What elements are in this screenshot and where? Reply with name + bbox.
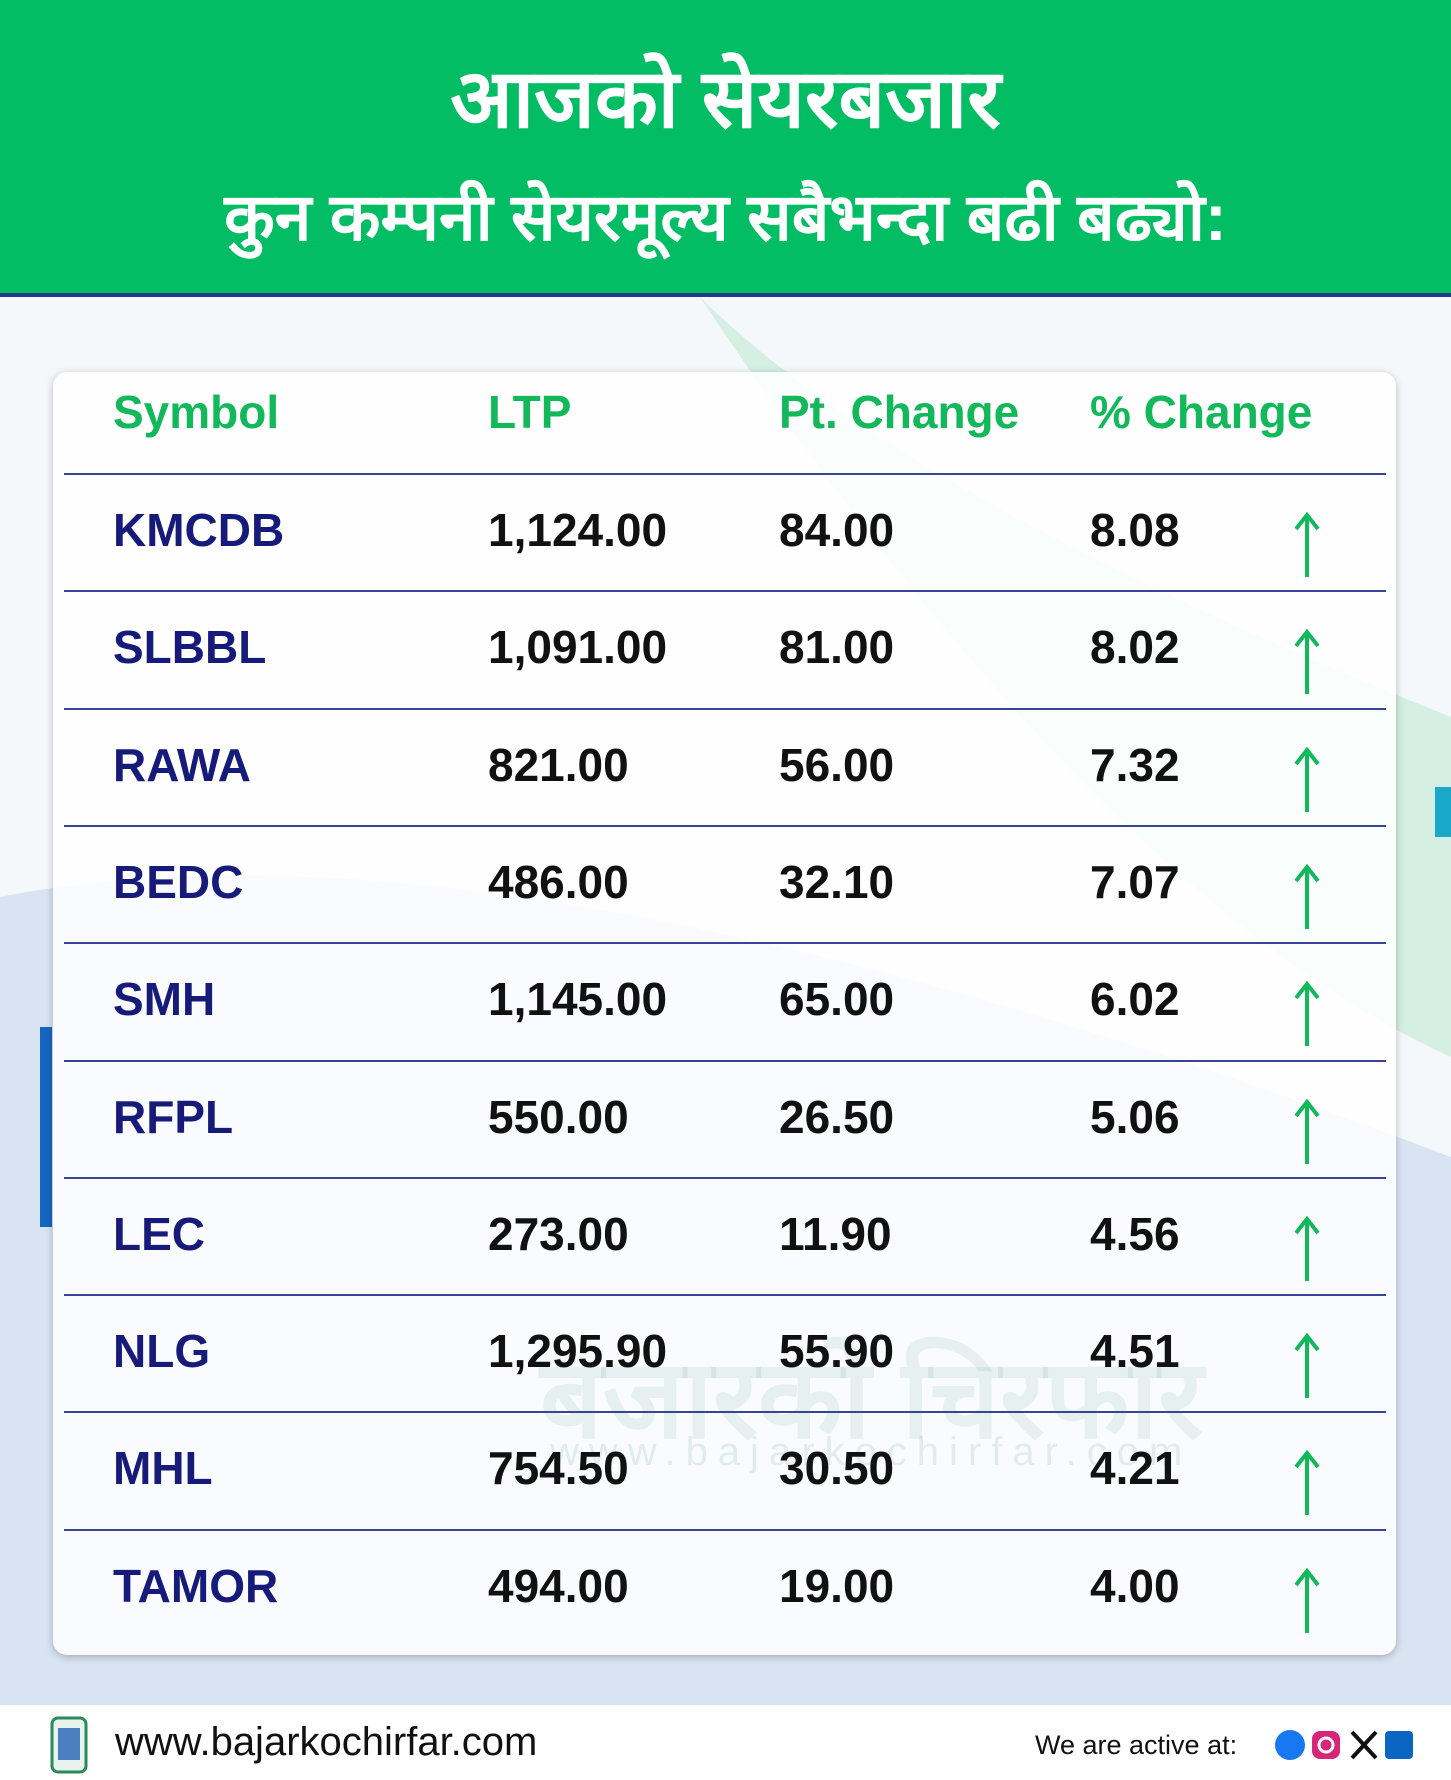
pt-change: 55.90 <box>779 1325 895 1378</box>
symbol: RFPL <box>113 1090 234 1143</box>
up-arrow <box>1294 1332 1320 1399</box>
pt-change: 84.00 <box>779 504 895 556</box>
symbol: KMCDB <box>113 504 285 556</box>
pct-change: 4.51 <box>1090 1325 1180 1378</box>
table-card <box>53 372 1396 1655</box>
row-divider <box>64 942 1386 945</box>
up-arrow <box>1294 1098 1320 1164</box>
row-divider <box>64 1059 1386 1062</box>
up-arrow <box>1294 629 1320 695</box>
pt-change: 26.50 <box>779 1090 895 1143</box>
symbol: LEC <box>113 1207 205 1260</box>
ltp: 1,124.00 <box>488 504 668 556</box>
website[interactable]: www.bajarkochirfar.com <box>115 1720 538 1764</box>
symbol: BEDC <box>113 855 244 908</box>
column-header: % Change <box>1090 386 1313 438</box>
symbol: MHL <box>113 1442 213 1495</box>
active-label: We are active at: <box>1035 1730 1238 1760</box>
symbol: RAWA <box>113 738 251 791</box>
column-header: Symbol <box>113 386 280 438</box>
pct-change: 8.02 <box>1090 621 1180 674</box>
row-divider <box>64 1411 1386 1414</box>
watermark-name: बजारको चिरफार <box>540 1338 1204 1461</box>
pct-change: 4.00 <box>1090 1559 1180 1612</box>
ltp: 486.00 <box>488 855 629 908</box>
up-arrow <box>1294 1215 1320 1281</box>
ltp: 1,295.90 <box>488 1325 668 1378</box>
symbol: SMH <box>113 973 216 1026</box>
pt-change: 32.10 <box>779 855 895 908</box>
up-arrow <box>1294 980 1320 1047</box>
row-divider <box>64 1528 1386 1531</box>
row-divider <box>64 1294 1386 1297</box>
pt-change: 30.50 <box>779 1442 895 1495</box>
row-divider <box>64 707 1386 710</box>
ltp: 1,091.00 <box>488 621 668 674</box>
subtitle: कुन कम्पनी सेयरमूल्य सबैभन्दा बढी बढ्यो: <box>224 180 1227 254</box>
symbol: SLBBL <box>113 621 267 674</box>
pt-change: 56.00 <box>779 738 895 791</box>
footer <box>0 1705 1451 1780</box>
column-header: Pt. Change <box>779 386 1020 438</box>
up-arrow <box>1294 511 1320 577</box>
up-arrow <box>1294 1567 1320 1633</box>
up-arrow <box>1294 746 1320 812</box>
pct-change: 7.07 <box>1090 855 1180 908</box>
app-icon <box>50 1716 88 1774</box>
symbol: TAMOR <box>113 1559 279 1612</box>
pt-change: 19.00 <box>779 1559 895 1612</box>
pct-change: 5.06 <box>1090 1090 1180 1143</box>
ltp: 494.00 <box>488 1559 629 1612</box>
up-arrow <box>1294 863 1320 929</box>
pct-change: 7.32 <box>1090 738 1180 791</box>
ltp: 1,145.00 <box>488 973 668 1026</box>
pt-change: 81.00 <box>779 621 895 674</box>
row-divider <box>64 1176 1386 1179</box>
symbol: NLG <box>113 1325 211 1378</box>
watermark-url: www.bajarkochirfar.com <box>550 1430 1193 1474</box>
row-divider <box>64 824 1386 827</box>
title: आजको सेयरबजार <box>450 54 1001 145</box>
pct-change: 8.08 <box>1090 504 1180 556</box>
pct-change: 6.02 <box>1090 973 1180 1026</box>
ltp: 754.50 <box>488 1442 629 1495</box>
pt-change: 11.90 <box>779 1207 892 1260</box>
pct-change: 4.56 <box>1090 1207 1180 1260</box>
header-banner <box>0 0 1451 297</box>
up-arrow <box>1294 1450 1320 1516</box>
pct-change: 4.21 <box>1090 1442 1180 1495</box>
ltp: 821.00 <box>488 738 629 791</box>
column-header: LTP <box>488 386 572 438</box>
pt-change: 65.00 <box>779 973 895 1026</box>
row-divider <box>64 473 1386 475</box>
ltp: 273.00 <box>488 1207 629 1260</box>
row-divider <box>64 590 1386 593</box>
social-icons[interactable] <box>1272 1727 1422 1763</box>
ltp: 550.00 <box>488 1090 629 1143</box>
